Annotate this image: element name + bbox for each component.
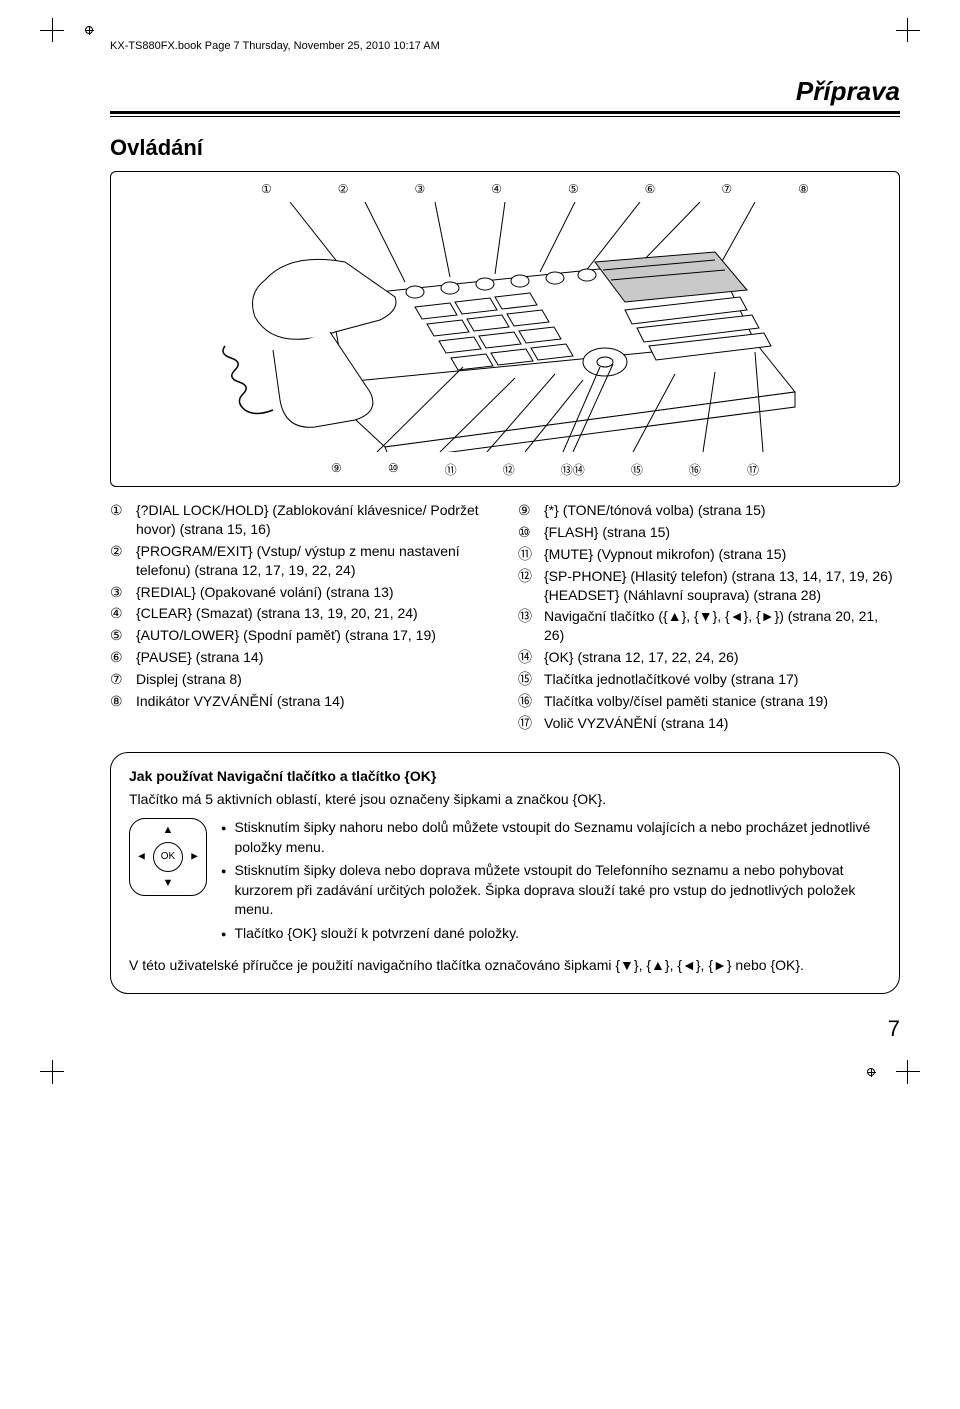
item-num: ⑦ bbox=[110, 670, 136, 689]
item-num: ② bbox=[110, 542, 136, 580]
item-text: {*} (TONE/tónová volba) (strana 15) bbox=[544, 501, 900, 520]
item-num: ⑮ bbox=[518, 670, 544, 689]
callouts-top: ① ② ③ ④ ⑤ ⑥ ⑦ ⑧ bbox=[261, 182, 809, 196]
info-title: Jak používat Navigační tlačítko a tlačít… bbox=[129, 767, 881, 787]
item-text: {OK} (strana 12, 17, 22, 24, 26) bbox=[544, 648, 900, 667]
callout: ⑥ bbox=[645, 182, 656, 196]
arrow-down-icon: ▼ bbox=[163, 876, 174, 891]
ok-pad-diagram: ▲ ▼ ◄ ► OK bbox=[129, 818, 207, 896]
item-text: {SP-PHONE} (Hlasitý telefon) (strana 13,… bbox=[544, 567, 900, 605]
divider-thick bbox=[110, 111, 900, 114]
item-num: ⑩ bbox=[518, 523, 544, 542]
callout: ⑩ bbox=[388, 461, 399, 478]
item-num: ③ bbox=[110, 583, 136, 602]
item-num: ⑥ bbox=[110, 648, 136, 667]
bullet-text: Stisknutím šipky nahoru nebo dolů můžete… bbox=[234, 818, 881, 857]
item-num: ⑧ bbox=[110, 692, 136, 711]
callout: ⑬⑭ bbox=[561, 461, 585, 478]
item-num: ⑨ bbox=[518, 501, 544, 520]
item-text: Volič VYZVÁNĚNÍ (strana 14) bbox=[544, 714, 900, 733]
legend-right: ⑨{*} (TONE/tónová volba) (strana 15) ⑩{F… bbox=[518, 501, 900, 736]
section-title: Příprava bbox=[110, 76, 900, 107]
item-num: ⑰ bbox=[518, 714, 544, 733]
phone-illustration bbox=[195, 202, 815, 452]
item-text: Indikátor VYZVÁNĚNÍ (strana 14) bbox=[136, 692, 492, 711]
bullet-text: Stisknutím šipky doleva nebo doprava můž… bbox=[234, 861, 881, 920]
item-text: {AUTO/LOWER} (Spodní paměť) (strana 17, … bbox=[136, 626, 492, 645]
info-footer: V této uživatelské příručce je použití n… bbox=[129, 956, 881, 976]
item-num: ⑤ bbox=[110, 626, 136, 645]
callout: ⑦ bbox=[721, 182, 732, 196]
callout: ④ bbox=[491, 182, 502, 196]
callout: ③ bbox=[414, 182, 425, 196]
callouts-bottom: ⑨ ⑩ ⑪ ⑫ ⑬⑭ ⑮ ⑯ ⑰ bbox=[331, 461, 759, 478]
item-text: Tlačítka jednotlačítkové volby (strana 1… bbox=[544, 670, 900, 689]
item-text: Tlačítka volby/čísel paměti stanice (str… bbox=[544, 692, 900, 711]
ok-center-label: OK bbox=[153, 842, 183, 872]
callout: ⑰ bbox=[747, 461, 759, 478]
callout: ⑨ bbox=[331, 461, 342, 478]
info-intro: Tlačítko má 5 aktivních oblastí, které j… bbox=[129, 790, 881, 810]
item-text: {PROGRAM/EXIT} (Vstup/ výstup z menu nas… bbox=[136, 542, 492, 580]
item-text: Displej (strana 8) bbox=[136, 670, 492, 689]
callout: ② bbox=[338, 182, 349, 196]
callout: ⑧ bbox=[798, 182, 809, 196]
legend-columns: ①{?DIAL LOCK/HOLD} (Zablokování klávesni… bbox=[110, 501, 900, 736]
callout: ⑫ bbox=[503, 461, 515, 478]
item-num: ④ bbox=[110, 604, 136, 623]
arrow-up-icon: ▲ bbox=[163, 823, 174, 838]
item-num: ① bbox=[110, 501, 136, 539]
item-text: {MUTE} (Vypnout mikrofon) (strana 15) bbox=[544, 545, 900, 564]
diagram-box: ① ② ③ ④ ⑤ ⑥ ⑦ ⑧ bbox=[110, 171, 900, 487]
item-text: {?DIAL LOCK/HOLD} (Zablokování klávesnic… bbox=[136, 501, 492, 539]
item-num: ⑭ bbox=[518, 648, 544, 667]
item-num: ⑪ bbox=[518, 545, 544, 564]
divider-thin bbox=[110, 116, 900, 117]
callout: ① bbox=[261, 182, 272, 196]
legend-left: ①{?DIAL LOCK/HOLD} (Zablokování klávesni… bbox=[110, 501, 492, 736]
callout: ⑪ bbox=[445, 461, 457, 478]
callout: ⑤ bbox=[568, 182, 579, 196]
arrow-left-icon: ◄ bbox=[136, 849, 147, 864]
callout: ⑯ bbox=[689, 461, 701, 478]
item-text: {REDIAL} (Opakované volání) (strana 13) bbox=[136, 583, 492, 602]
callout: ⑮ bbox=[631, 461, 643, 478]
page-number: 7 bbox=[110, 1016, 900, 1042]
item-text: {CLEAR} (Smazat) (strana 13, 19, 20, 21,… bbox=[136, 604, 492, 623]
info-bullets: Stisknutím šipky nahoru nebo dolů můžete… bbox=[221, 818, 881, 948]
bullet-text: Tlačítko {OK} slouží k potvrzení dané po… bbox=[234, 924, 519, 944]
item-text: Navigační tlačítko ({▲}, {▼}, {◄}, {►}) … bbox=[544, 607, 900, 645]
info-box: Jak používat Navigační tlačítko a tlačít… bbox=[110, 752, 900, 994]
arrow-right-icon: ► bbox=[189, 849, 200, 864]
item-num: ⑫ bbox=[518, 567, 544, 605]
item-num: ⑬ bbox=[518, 607, 544, 645]
item-text: {FLASH} (strana 15) bbox=[544, 523, 900, 542]
page-header: KX-TS880FX.book Page 7 Thursday, Novembe… bbox=[110, 40, 900, 52]
item-num: ⑯ bbox=[518, 692, 544, 711]
content-title: Ovládání bbox=[110, 135, 900, 161]
item-text: {PAUSE} (strana 14) bbox=[136, 648, 492, 667]
